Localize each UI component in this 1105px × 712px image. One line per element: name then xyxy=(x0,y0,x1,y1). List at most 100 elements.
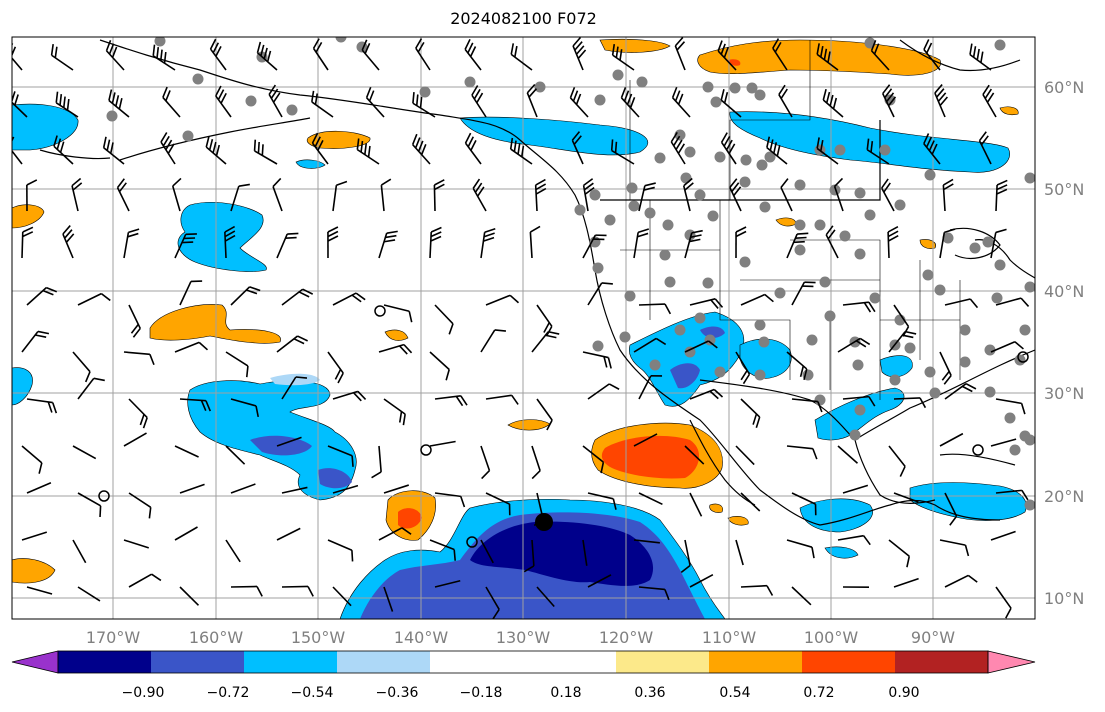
station-dot-icon xyxy=(1014,354,1026,366)
wind-barb-icon xyxy=(429,440,456,447)
wind-barb-icon xyxy=(383,586,394,612)
wind-barb-icon xyxy=(224,225,236,259)
station-dot-icon xyxy=(286,104,298,116)
station-dot-icon xyxy=(746,82,758,94)
station-dot-icon xyxy=(904,342,916,354)
wind-barb-icon xyxy=(312,38,329,71)
wind-barb-icon xyxy=(536,398,553,431)
wind-barb-icon xyxy=(281,585,314,597)
station-dot-icon xyxy=(994,39,1006,51)
wind-barb-icon xyxy=(383,304,413,323)
colorbar-tick-label: −0.18 xyxy=(460,685,503,701)
wind-barb-icon xyxy=(230,398,260,418)
wind-barb-icon xyxy=(740,584,774,596)
wind-barb-icon xyxy=(633,539,660,544)
station-dot-icon xyxy=(942,232,954,244)
wind-barb-icon xyxy=(160,132,176,165)
station-dot-icon xyxy=(335,37,347,43)
station-dot-icon xyxy=(834,144,846,156)
wind-barb-icon xyxy=(944,492,958,526)
wind-barb-icon xyxy=(833,177,844,212)
wind-barb-icon xyxy=(179,398,212,412)
wind-barb-icon xyxy=(225,539,241,563)
wind-barb-icon xyxy=(434,395,468,407)
lat-label: 60°N xyxy=(1044,78,1084,97)
station-dot-icon xyxy=(994,259,1006,271)
wind-barb-icon xyxy=(822,88,844,118)
calm-circle-icon xyxy=(1017,351,1029,363)
wind-barb-icon xyxy=(116,178,130,212)
wind-barb-icon xyxy=(720,132,737,165)
station-dot-icon xyxy=(1024,172,1035,184)
wind-barb-icon xyxy=(842,395,876,407)
wind-barb-icon xyxy=(62,225,75,259)
wind-barb-icon xyxy=(332,292,366,306)
colorbar-tick-label: −0.54 xyxy=(291,685,334,701)
storm-center-icon xyxy=(535,513,553,531)
wind-barb-icon xyxy=(587,492,617,510)
colorbar-segment xyxy=(709,651,803,673)
wind-barb-icon xyxy=(230,286,261,306)
calm-circle-icon xyxy=(98,490,110,502)
wind-barb-icon xyxy=(866,138,890,165)
wind-barbs xyxy=(12,37,1030,619)
station-dot-icon xyxy=(702,277,714,289)
colorbar-extend-high xyxy=(987,650,1036,674)
wind-barb-icon xyxy=(995,489,1029,501)
wind-barb-icon xyxy=(464,38,482,71)
colorbar-tick-label: −0.36 xyxy=(376,685,419,701)
wind-barb-icon xyxy=(276,527,301,541)
station-dot-icon xyxy=(612,69,624,81)
wind-barb-icon xyxy=(480,227,496,259)
station-dot-icon xyxy=(245,95,257,107)
wind-barb-icon xyxy=(21,445,43,474)
wind-barb-icon xyxy=(526,83,538,118)
wind-barb-icon xyxy=(995,297,1030,307)
station-dot-icon xyxy=(794,179,806,191)
station-dot-icon xyxy=(626,182,638,194)
station-dot-icon xyxy=(969,242,981,254)
station-dot-icon xyxy=(662,219,674,231)
station-dot-icon xyxy=(794,219,806,231)
wind-barb-icon xyxy=(582,178,595,212)
wind-barb-icon xyxy=(791,398,823,413)
colorbar-segment xyxy=(244,651,338,673)
wind-barb-icon xyxy=(480,539,494,564)
colorbar-segment xyxy=(430,651,524,673)
colorbar-tick-label: 0.54 xyxy=(719,685,750,701)
wind-barb-icon xyxy=(531,330,560,353)
wind-barb-icon xyxy=(740,492,761,512)
wind-barb-icon xyxy=(670,131,686,165)
wind-barb-icon xyxy=(772,38,788,71)
station-dot-icon xyxy=(592,340,604,352)
wind-barb-icon xyxy=(638,492,663,506)
wind-barb-icon xyxy=(638,586,670,601)
wind-barb-icon xyxy=(680,539,691,573)
wind-barb-icon xyxy=(480,445,491,480)
wind-barb-icon xyxy=(934,84,949,118)
wind-barb-icon xyxy=(230,183,250,212)
lat-label: 50°N xyxy=(1044,180,1084,199)
lon-label: 120°W xyxy=(599,628,654,647)
station-dot-icon xyxy=(694,189,706,201)
wind-barb-icon xyxy=(128,573,162,588)
wind-barb-icon xyxy=(523,539,535,573)
lat-label: 30°N xyxy=(1044,384,1084,403)
wind-barb-icon xyxy=(378,343,413,355)
wind-barb-icon xyxy=(610,139,635,165)
wind-barb-icon xyxy=(128,304,141,338)
map-title: 2024082100 F072 xyxy=(450,9,597,28)
station-dot-icon xyxy=(154,37,166,47)
station-dot-icon xyxy=(729,82,741,94)
station-dot-icon xyxy=(814,394,826,406)
wind-barb-icon xyxy=(276,436,302,447)
station-dot-icon xyxy=(849,429,861,441)
wind-barb-icon xyxy=(684,340,718,353)
wind-barb-icon xyxy=(152,44,176,71)
station-dot-icon xyxy=(839,230,851,242)
wind-barb-icon xyxy=(332,390,367,402)
wind-barb-icon xyxy=(485,492,511,516)
wind-barb-icon xyxy=(128,398,148,429)
wind-barb-icon xyxy=(102,136,125,165)
